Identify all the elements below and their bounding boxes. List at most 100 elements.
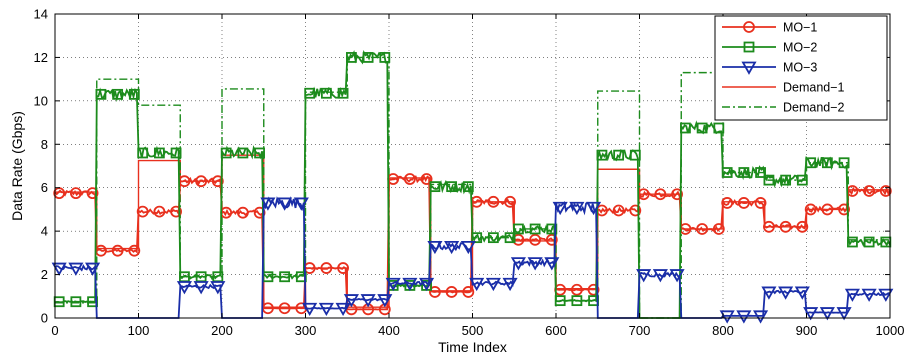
data-point-mo-2 — [346, 52, 357, 63]
data-point-mo-1 — [671, 188, 683, 201]
x-tick-label: 900 — [796, 323, 818, 338]
y-tick-label: 2 — [41, 267, 48, 282]
data-point-mo-3 — [861, 288, 877, 302]
data-point-mo-3 — [469, 277, 485, 292]
data-point-mo-3 — [736, 310, 752, 324]
data-point-mo-2 — [763, 174, 775, 186]
data-point-mo-1 — [429, 286, 441, 298]
data-point-mo-3 — [761, 286, 777, 300]
data-point-mo-1 — [445, 286, 458, 298]
data-point-mo-2 — [546, 223, 558, 235]
data-point-mo-1 — [170, 205, 182, 218]
data-point-mo-1 — [487, 195, 500, 208]
data-point-mo-3 — [293, 197, 309, 211]
data-point-mo-3 — [343, 294, 359, 308]
data-point-mo-1 — [136, 205, 149, 218]
axis-ticks: 0 100 200 300 400 500 600 700 800 900 1000 0 2 4 6 8 10 1… — [34, 7, 905, 339]
data-point-mo-3 — [277, 197, 293, 211]
data-point-mo-1 — [696, 223, 709, 235]
data-point-mo-2 — [471, 232, 483, 244]
data-point-mo-1 — [86, 187, 99, 200]
data-point-mo-2 — [821, 157, 833, 169]
x-tick-label: 100 — [128, 323, 150, 338]
legend-label-demand-2: Demand−2 — [783, 101, 845, 115]
data-point-mo-1 — [863, 185, 876, 197]
x-tick-label: 500 — [462, 323, 484, 338]
data-point-mo-2 — [504, 232, 516, 244]
data-point-mo-1 — [838, 203, 850, 216]
data-point-mo-2 — [153, 147, 165, 159]
y-tick-label: 12 — [34, 50, 48, 65]
y-tick-label: 4 — [41, 224, 48, 239]
data-point-mo-1 — [278, 302, 291, 315]
data-point-mo-3 — [318, 302, 334, 317]
x-tick-label: 600 — [545, 323, 567, 338]
x-axis-title: Time Index — [438, 339, 507, 355]
data-point-mo-2 — [713, 122, 725, 134]
data-point-mo-3 — [360, 294, 376, 308]
data-point-mo-3 — [878, 288, 894, 302]
data-point-mo-3 — [586, 201, 602, 216]
data-point-mo-3 — [669, 269, 685, 283]
data-point-mo-3 — [377, 294, 393, 308]
legend-label-mo-3: MO−3 — [783, 61, 817, 75]
data-point-mo-3 — [794, 286, 810, 300]
data-point-mo-2 — [379, 52, 391, 63]
data-point-mo-1 — [128, 244, 141, 257]
data-point-mo-1 — [570, 283, 583, 296]
series-line-mo-3 — [54, 196, 891, 319]
x-tick-label: 200 — [211, 323, 233, 338]
data-point-mo-3 — [753, 310, 769, 324]
data-point-mo-1 — [629, 204, 642, 217]
data-point-mo-2 — [95, 88, 107, 100]
data-point-mo-2 — [513, 223, 524, 235]
data-point-mo-1 — [821, 203, 834, 216]
data-point-mo-1 — [529, 233, 542, 246]
data-point-mo-3 — [569, 201, 585, 216]
data-point-mo-3 — [385, 277, 401, 292]
data-point-mo-1 — [804, 203, 817, 216]
data-point-mo-2 — [613, 149, 625, 161]
y-tick-label: 6 — [41, 180, 48, 195]
y-axis-title: Data Rate (Gbps) — [9, 111, 25, 221]
data-point-mo-2 — [629, 149, 641, 161]
data-point-mo-3 — [193, 281, 209, 295]
x-tick-label: 800 — [712, 323, 734, 338]
data-point-mo-1 — [654, 188, 667, 201]
data-point-mo-2 — [304, 87, 316, 99]
data-point-mo-1 — [462, 286, 475, 298]
x-tick-label: 1000 — [876, 323, 905, 338]
data-point-mo-3 — [502, 277, 518, 292]
data-point-mo-2 — [128, 88, 140, 100]
data-point-mo-3 — [778, 286, 794, 300]
data-point-mo-2 — [462, 181, 474, 193]
data-point-mo-2 — [279, 271, 291, 283]
data-point-mo-1 — [211, 175, 224, 188]
data-point-mo-3 — [68, 262, 84, 276]
data-point-mo-2 — [446, 181, 458, 193]
data-point-mo-1 — [253, 206, 266, 219]
data-point-mo-2 — [70, 296, 82, 308]
data-point-mo-3 — [444, 240, 460, 255]
x-tick-label: 300 — [295, 323, 317, 338]
data-point-mo-1 — [69, 187, 82, 200]
data-point-mo-3 — [210, 281, 226, 295]
data-point-mo-2 — [254, 147, 265, 159]
data-point-mo-1 — [153, 205, 166, 218]
data-point-mo-2 — [796, 174, 808, 186]
data-point-mo-3 — [652, 269, 668, 283]
x-tick-label: 400 — [378, 323, 400, 338]
x-tick-label: 0 — [51, 323, 58, 338]
x-tick-label: 700 — [629, 323, 651, 338]
data-point-mo-3 — [402, 277, 418, 292]
data-point-mo-3 — [302, 302, 318, 317]
data-point-mo-3 — [485, 277, 501, 292]
legend-label-mo-2: MO−2 — [783, 41, 817, 55]
data-point-mo-3 — [51, 262, 67, 276]
data-point-mo-1 — [320, 262, 333, 274]
data-point-mo-1 — [612, 204, 625, 217]
data-point-mo-3 — [636, 269, 652, 283]
legend-label-demand-1: Demand−1 — [783, 81, 845, 95]
data-point-mo-2 — [237, 147, 249, 159]
data-point-mo-2 — [680, 122, 691, 134]
